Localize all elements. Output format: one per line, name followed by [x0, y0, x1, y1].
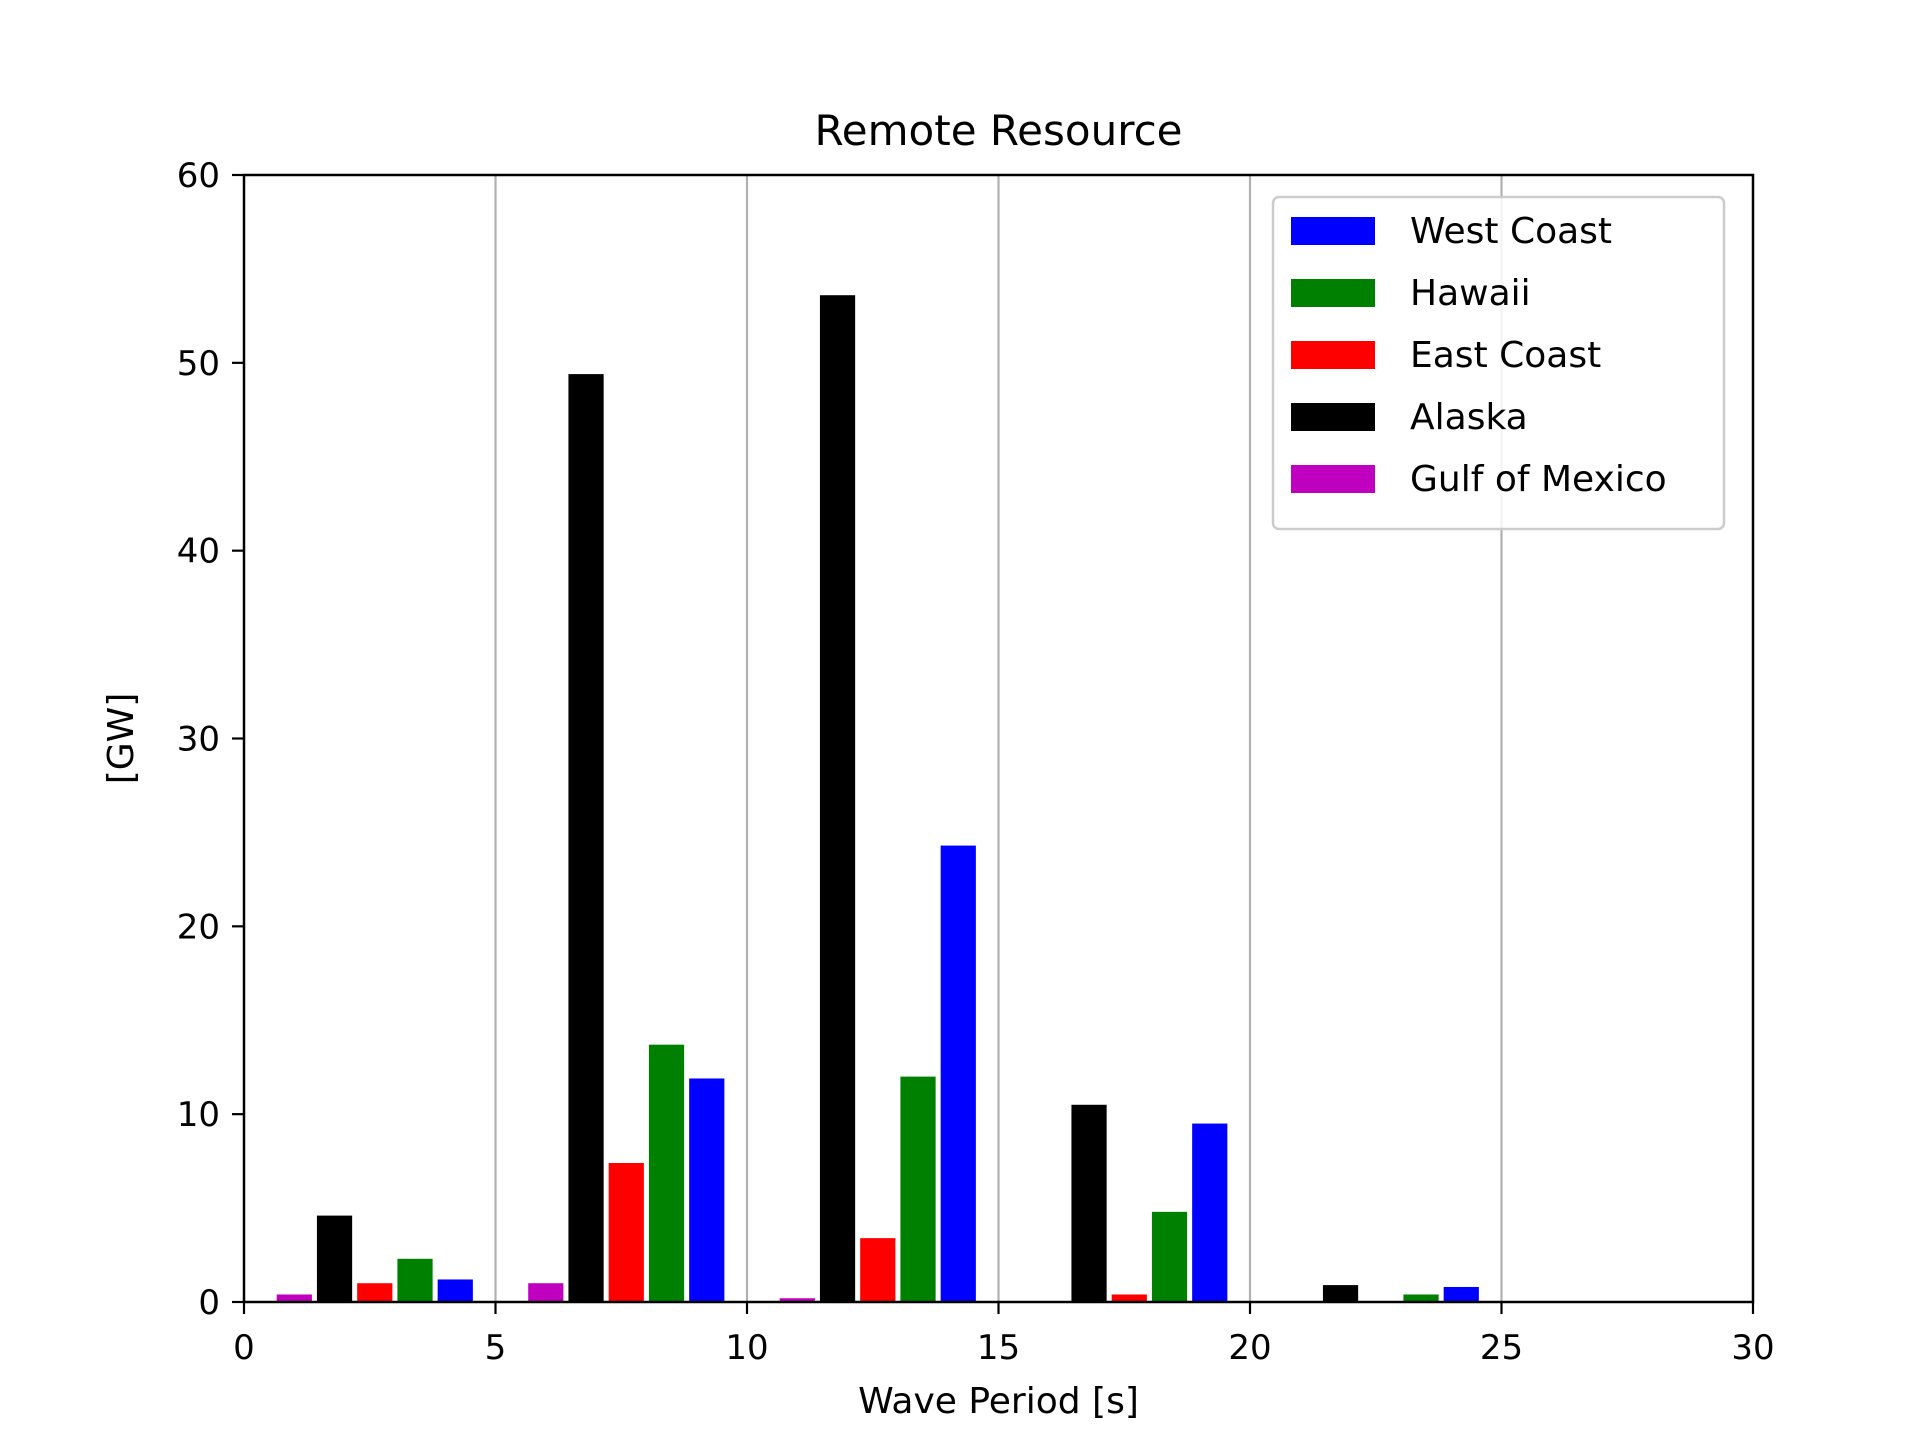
bar [276, 1294, 312, 1302]
y-tick-label: 20 [177, 907, 220, 947]
legend-label: Gulf of Mexico [1410, 459, 1667, 500]
legend-swatch [1291, 465, 1375, 493]
x-tick-label: 20 [1228, 1328, 1271, 1368]
y-tick-label: 30 [177, 720, 220, 760]
legend-swatch [1291, 341, 1375, 369]
bar [1071, 1104, 1107, 1302]
bar [819, 295, 856, 1302]
x-axis-label: Wave Period [s] [858, 1381, 1139, 1422]
x-tick-label: 15 [977, 1328, 1020, 1368]
legend-swatch [1291, 403, 1375, 431]
legend-swatch [1291, 217, 1375, 245]
bar [689, 1078, 725, 1302]
x-tick-label: 10 [725, 1328, 768, 1368]
bar [648, 1044, 685, 1302]
grid-lines [494, 175, 1503, 1302]
bar [316, 1215, 353, 1302]
y-axis-label: [GW] [101, 693, 142, 785]
chart-title: Remote Resource [814, 106, 1182, 155]
bar [528, 1283, 564, 1302]
y-tick-label: 0 [198, 1283, 220, 1323]
y-tick-label: 50 [177, 344, 220, 384]
bar [608, 1163, 644, 1302]
bar [437, 1279, 473, 1302]
y-tick-label: 60 [177, 156, 220, 196]
y-tick-label: 10 [177, 1095, 220, 1135]
axis-ticks: 0 5 10 15 20 25 30 0 10 20 30 40 50 60 [177, 156, 1775, 1368]
legend: West Coast Hawaii East Coast Alaska Gulf of … [1271, 195, 1726, 531]
bar [1403, 1294, 1439, 1302]
legend-label: Hawaii [1410, 273, 1531, 314]
legend-label: East Coast [1410, 335, 1601, 376]
bar [940, 845, 976, 1302]
bar [397, 1258, 433, 1302]
legend-swatch [1291, 279, 1375, 307]
bars [276, 295, 1479, 1302]
x-tick-label: 0 [233, 1328, 255, 1368]
legend-box [1271, 195, 1726, 531]
legend-label: Alaska [1410, 397, 1528, 438]
x-tick-label: 25 [1480, 1328, 1523, 1368]
bar [1111, 1294, 1147, 1302]
x-tick-label: 30 [1731, 1328, 1774, 1368]
bar [900, 1076, 936, 1302]
bar [1443, 1286, 1479, 1302]
bar [1192, 1123, 1228, 1302]
bar [357, 1283, 393, 1302]
bar [779, 1298, 815, 1302]
y-tick-label: 40 [177, 532, 220, 572]
bar [860, 1238, 896, 1302]
legend-label: West Coast [1410, 211, 1612, 252]
bar [1322, 1285, 1359, 1302]
x-tick-label: 5 [485, 1328, 507, 1368]
bar [568, 374, 604, 1302]
bar [1151, 1211, 1188, 1302]
